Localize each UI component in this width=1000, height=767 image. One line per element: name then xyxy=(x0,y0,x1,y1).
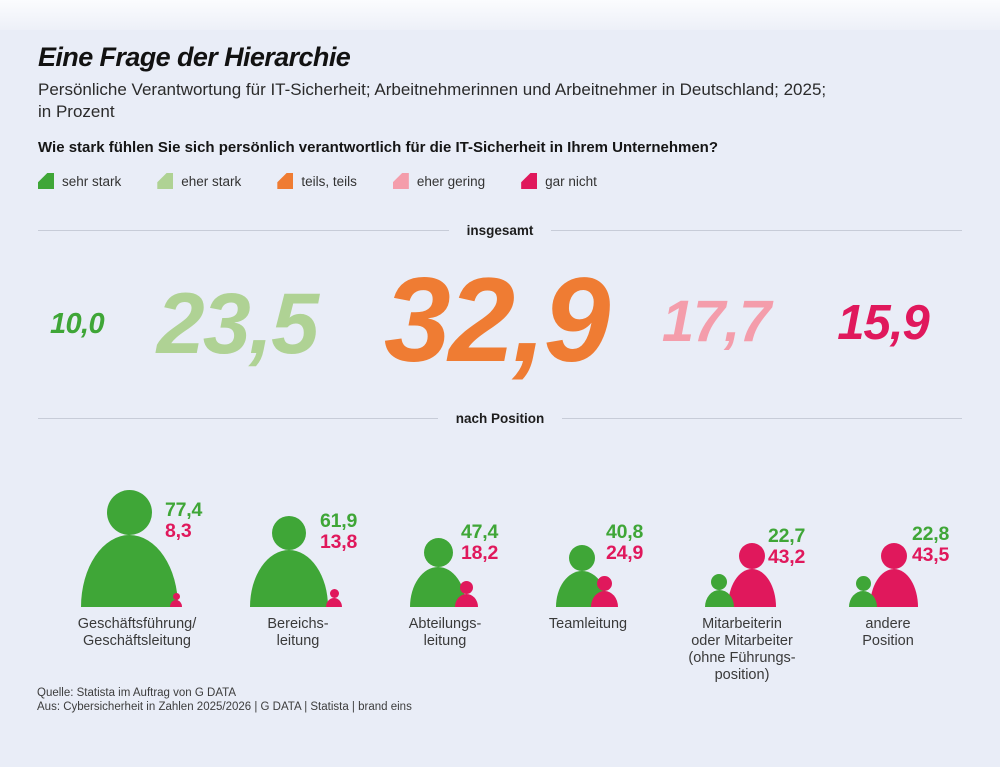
legend-item-1: sehr stark xyxy=(38,173,121,189)
total-value-eher-gering: 17,7 xyxy=(661,289,771,354)
person-body-icon xyxy=(590,591,618,607)
position-label: Bereichs-leitung xyxy=(267,616,328,650)
source-line1: Quelle: Statista im Auftrag von G DATA xyxy=(37,687,236,699)
person-body-icon xyxy=(326,598,342,607)
total-value-teils-teils: 32,9 xyxy=(384,253,610,387)
group-values: 61,9 13,8 xyxy=(320,511,357,553)
person-head-icon xyxy=(569,545,595,571)
value-sehr-stark: 61,9 xyxy=(320,510,358,532)
total-value-sehr-stark: 10,0 xyxy=(49,308,105,340)
section-divider-insgesamt: insgesamt xyxy=(38,223,962,238)
person-head-icon xyxy=(596,576,612,591)
person-head-icon xyxy=(459,581,473,594)
group-values: 40,8 24,9 xyxy=(606,522,643,564)
top-strip xyxy=(0,0,1000,30)
value-gar-nicht: 43,2 xyxy=(768,546,806,568)
total-value-eher-stark: 23,5 xyxy=(156,276,319,372)
person-body-icon xyxy=(80,535,178,607)
position-label-line: oder Mitarbeiter xyxy=(691,633,793,649)
legend-item-label: eher stark xyxy=(181,173,242,189)
position-label-line: Bereichs- xyxy=(267,616,329,632)
person-body-icon xyxy=(454,594,478,607)
divider-line-right xyxy=(551,230,962,231)
person-body-icon xyxy=(170,600,182,607)
person-head-icon xyxy=(423,538,453,567)
position-label-line: (ohne Führungs- xyxy=(688,650,796,666)
total-value-gar-nicht: 15,9 xyxy=(837,296,929,350)
legend-swatch-icon xyxy=(521,173,538,189)
legend-swatch-icon xyxy=(38,173,54,189)
chart-title: Eine Frage der Hierarchie xyxy=(38,42,351,72)
legend: sehr stark eher stark teils, teils eher ger… xyxy=(38,173,597,189)
group-values: 77,4 8,3 xyxy=(165,500,202,542)
position-label-line: Geschäftsleitung xyxy=(82,633,191,649)
chart-subtitle: Persönliche Verantwortung für IT-Sicherh… xyxy=(38,79,826,123)
value-sehr-stark: 47,4 xyxy=(461,521,499,543)
legend-item-3: teils, teils xyxy=(277,173,357,189)
legend-item-5: gar nicht xyxy=(521,173,597,189)
position-label-line: leitung xyxy=(423,633,467,649)
person-body-icon xyxy=(728,569,776,607)
person-head-icon xyxy=(272,516,306,550)
person-body-icon xyxy=(849,591,877,607)
subtitle-line1: Persönliche Verantwortung für IT-Sicherh… xyxy=(38,80,827,99)
section-label-nach-position: nach Position xyxy=(455,411,545,426)
subtitle-line2: in Prozent xyxy=(38,102,115,121)
person-head-icon xyxy=(739,543,765,569)
divider-line-right xyxy=(562,418,963,419)
position-label: andere Position xyxy=(862,616,914,650)
legend-swatch-icon xyxy=(392,173,409,189)
legend-item-label: teils, teils xyxy=(301,173,357,189)
survey-question: Wie stark fühlen Sie sich persönlich ver… xyxy=(38,139,719,156)
section-label-insgesamt: insgesamt xyxy=(466,223,534,238)
person-body-icon xyxy=(704,590,734,607)
value-gar-nicht: 8,3 xyxy=(165,520,192,542)
legend-swatch-icon xyxy=(157,173,174,189)
group-values: 47,4 18,2 xyxy=(461,522,498,564)
position-label: Teamleitung xyxy=(549,616,627,633)
value-gar-nicht: 24,9 xyxy=(606,542,644,564)
position-label-line: Mitarbeiterin xyxy=(702,616,782,632)
value-sehr-stark: 77,4 xyxy=(165,499,203,521)
person-head-icon xyxy=(711,574,727,590)
position-label: Mitarbeiterin oder Mitarbeiter (ohne Führu… xyxy=(688,616,795,684)
position-label-line: andere xyxy=(865,616,911,632)
group-values: 22,8 43,5 xyxy=(912,524,949,566)
value-gar-nicht: 43,5 xyxy=(912,544,950,566)
person-head-icon xyxy=(881,543,907,569)
position-label: Geschäftsführung/Geschäftsleitung xyxy=(78,616,197,650)
legend-item-4: eher gering xyxy=(392,173,486,189)
legend-item-label: gar nicht xyxy=(545,173,597,189)
position-label-line: Geschäftsführung/ xyxy=(77,616,197,632)
person-body-icon xyxy=(870,569,918,607)
person-head-icon xyxy=(329,589,339,598)
position-label-line: position) xyxy=(714,667,770,683)
person-head-icon xyxy=(106,490,152,535)
position-label-line: Abteilungs- xyxy=(408,616,482,632)
value-sehr-stark: 40,8 xyxy=(606,521,644,543)
position-label-line: leitung xyxy=(276,633,320,649)
value-sehr-stark: 22,8 xyxy=(912,523,950,545)
person-head-icon xyxy=(855,576,871,591)
legend-item-label: sehr stark xyxy=(62,173,122,189)
person-head-icon xyxy=(172,593,180,600)
value-gar-nicht: 18,2 xyxy=(461,542,499,564)
source-line2: Aus: Cybersicherheit in Zahlen 2025/2026… xyxy=(37,701,412,713)
person-body-icon xyxy=(250,550,328,607)
divider-line-left xyxy=(38,230,449,231)
position-label: Abteilungs-leitung xyxy=(409,616,482,650)
section-divider-nach-position: nach Position xyxy=(38,411,963,426)
divider-line-left xyxy=(38,418,438,419)
value-gar-nicht: 13,8 xyxy=(320,531,358,553)
position-label-line: Position xyxy=(862,633,914,649)
value-sehr-stark: 22,7 xyxy=(768,525,806,547)
legend-swatch-icon xyxy=(277,173,294,189)
legend-item-label: eher gering xyxy=(416,173,486,189)
source-note: Quelle: Statista im Auftrag von G DATA A… xyxy=(37,686,412,714)
legend-item-2: eher stark xyxy=(157,173,241,189)
group-values: 22,7 43,2 xyxy=(768,526,805,568)
position-label-line: Teamleitung xyxy=(548,616,628,632)
